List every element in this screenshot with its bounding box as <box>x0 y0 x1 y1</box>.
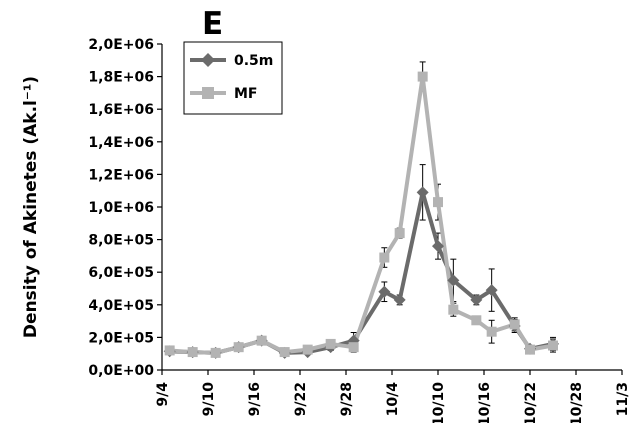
y-tick-label: 6,0E+05 <box>88 265 154 281</box>
x-tick-label: 10/4 <box>385 382 401 417</box>
data-point-1 <box>509 319 520 330</box>
y-axis-ticks: 0,0E+00 2,0E+05 4,0E+05 6,0E+05 8,0E+05 1,0E+… <box>88 37 162 379</box>
y-axis-title: Density of Akinetes (Ak.l⁻¹) <box>21 76 41 338</box>
data-point-1 <box>187 347 198 358</box>
data-point-1 <box>325 338 336 349</box>
y-tick-label: 0,0E+00 <box>88 363 154 379</box>
data-point-1 <box>548 340 558 351</box>
x-tick-label: 9/16 <box>247 382 263 416</box>
y-tick-label: 1,2E+06 <box>88 167 154 183</box>
data-point-1 <box>486 326 497 337</box>
panel-label: E <box>202 6 223 42</box>
x-tick-label: 10/22 <box>523 382 539 423</box>
data-point-1 <box>379 252 390 263</box>
data-point-0 <box>393 293 406 306</box>
data-point-0 <box>378 285 391 298</box>
data-point-0 <box>416 186 429 199</box>
x-axis-ticks: 9/4 9/10 9/16 9/22 9/28 10/4 10/10 10/16 10/22 10… <box>155 370 631 423</box>
y-tick-label: 2,0E+06 <box>88 37 154 53</box>
data-point-1 <box>394 228 405 239</box>
y-tick-label: 4,0E+05 <box>88 298 154 314</box>
legend-swatch-marker <box>202 87 214 99</box>
y-tick-label: 1,0E+06 <box>88 200 154 216</box>
data-point-1 <box>348 342 359 353</box>
data-point-1 <box>525 344 535 355</box>
x-tick-label: 10/28 <box>569 382 585 423</box>
data-point-1 <box>417 71 428 82</box>
x-tick-label: 9/28 <box>339 382 355 416</box>
x-tick-label: 9/10 <box>201 382 217 417</box>
data-point-1 <box>302 344 313 355</box>
legend-box <box>183 41 283 115</box>
y-tick-label: 2,0E+05 <box>88 330 154 346</box>
data-point-1 <box>210 347 221 358</box>
x-tick-label: 9/4 <box>155 382 171 407</box>
data-point-0 <box>470 293 483 306</box>
x-tick-label: 9/22 <box>293 382 309 416</box>
data-point-1 <box>164 345 175 356</box>
data-point-0 <box>447 274 460 287</box>
data-point-0 <box>485 284 498 297</box>
y-tick-label: 1,4E+06 <box>88 135 154 151</box>
x-tick-label: 10/10 <box>431 382 447 423</box>
data-point-0 <box>432 240 444 253</box>
data-point-1 <box>448 304 459 315</box>
data-point-1 <box>279 347 290 358</box>
data-point-1 <box>233 342 244 353</box>
data-point-1 <box>471 315 482 326</box>
data-point-1 <box>256 335 267 346</box>
y-tick-label: 1,8E+06 <box>88 70 154 86</box>
legend-label: MF <box>234 86 258 102</box>
legend-swatch-marker <box>201 53 215 67</box>
x-tick-label: 10/16 <box>477 382 493 423</box>
series-line-1 <box>169 74 554 355</box>
series-markers <box>163 71 559 359</box>
legend-label: 0.5m <box>234 53 273 69</box>
y-tick-label: 8,0E+05 <box>88 233 154 249</box>
series-lines <box>169 74 554 355</box>
x-tick-label: 11/3 <box>615 382 631 416</box>
legend: 0.5m MF <box>183 41 283 115</box>
y-tick-label: 1,6E+06 <box>88 102 154 118</box>
data-point-1 <box>433 197 443 208</box>
